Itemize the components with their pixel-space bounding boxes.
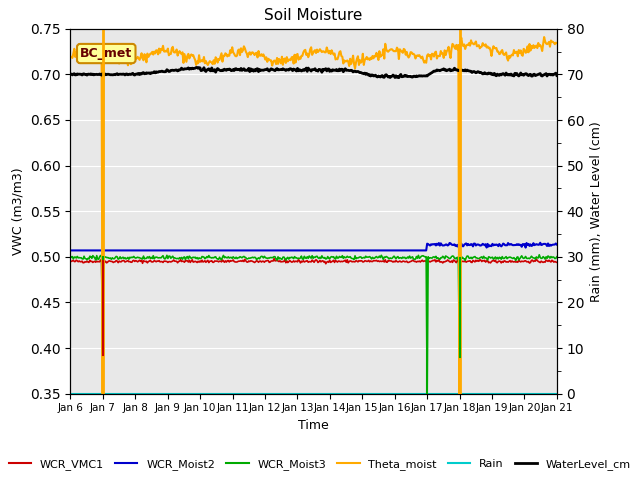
- Text: BC_met: BC_met: [80, 47, 132, 60]
- Y-axis label: Rain (mm), Water Level (cm): Rain (mm), Water Level (cm): [589, 121, 603, 301]
- Y-axis label: VWC (m3/m3): VWC (m3/m3): [12, 168, 24, 255]
- Legend: WCR_VMC1, WCR_Moist2, WCR_Moist3, Theta_moist, Rain, WaterLevel_cm: WCR_VMC1, WCR_Moist2, WCR_Moist3, Theta_…: [4, 455, 636, 474]
- Title: Soil Moisture: Soil Moisture: [264, 9, 363, 24]
- X-axis label: Time: Time: [298, 419, 329, 432]
